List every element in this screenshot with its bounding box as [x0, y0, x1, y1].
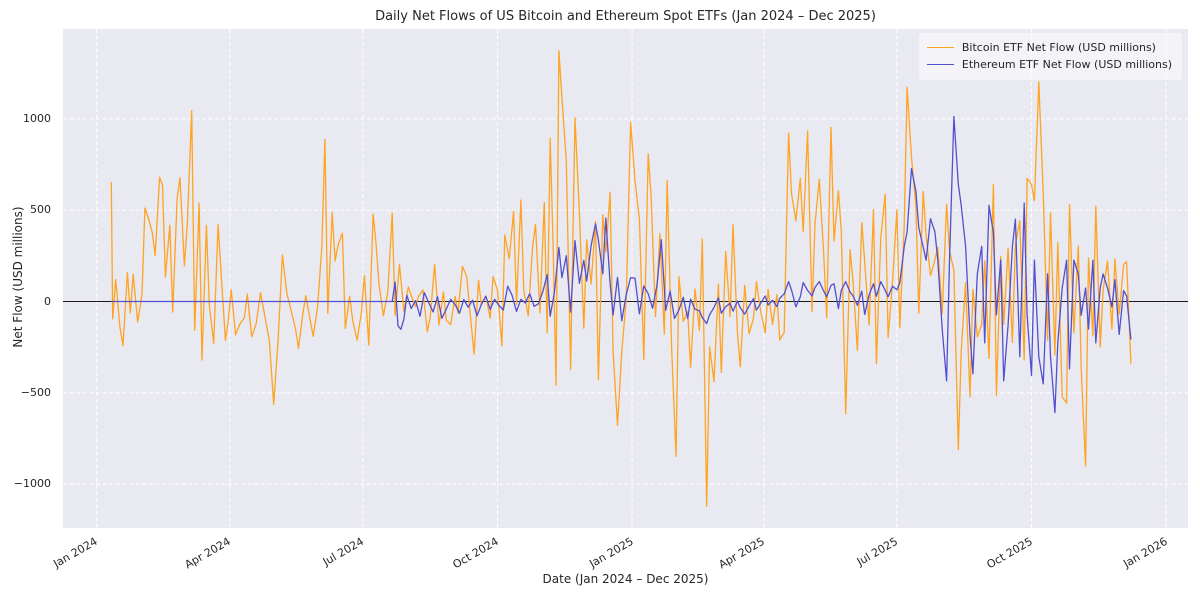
- y-tick-label: −500: [20, 385, 51, 399]
- gridlines: [63, 29, 1188, 528]
- legend-label-ethereum: Ethereum ETF Net Flow (USD millions): [961, 58, 1172, 71]
- x-axis-label: Date (Jan 2024 – Dec 2025): [542, 572, 709, 586]
- x-tick-label: Jul 2025: [854, 534, 901, 569]
- legend-label-bitcoin: Bitcoin ETF Net Flow (USD millions): [961, 41, 1156, 54]
- y-axis-ticks: 1000 500 0 −500 −1000: [0, 29, 58, 528]
- x-tick-label: Jan 2025: [586, 534, 636, 571]
- y-tick-label: 1000: [23, 111, 51, 125]
- x-tick-label: Jul 2024: [320, 534, 367, 569]
- x-tick-label: Jan 2026: [1120, 534, 1170, 571]
- ethereum-series-line: [111, 115, 1132, 414]
- legend-item-bitcoin: Bitcoin ETF Net Flow (USD millions): [926, 39, 1172, 56]
- y-tick-label: 500: [30, 203, 51, 217]
- y-tick-label: 0: [44, 294, 51, 308]
- bitcoin-series-line: [110, 50, 1132, 508]
- x-axis-ticks: Jan 2024 Apr 2024 Jul 2024 Oct 2024 Jan 2025…: [51, 531, 1188, 573]
- bitcoin-line-swatch: [926, 47, 954, 48]
- x-tick-label: Jan 2024: [51, 534, 100, 571]
- chart-canvas: [63, 29, 1188, 528]
- chart-title: Daily Net Flows of US Bitcoin and Ethere…: [375, 9, 876, 24]
- y-tick-label: −1000: [13, 477, 51, 491]
- ethereum-line-swatch: [926, 64, 954, 65]
- x-tick-label: Oct 2024: [450, 534, 501, 572]
- x-tick-label: Apr 2025: [716, 534, 767, 572]
- x-tick-label: Oct 2025: [984, 534, 1035, 572]
- series-lines: [110, 50, 1132, 508]
- legend: Bitcoin ETF Net Flow (USD millions) Ethe…: [918, 33, 1182, 80]
- legend-item-ethereum: Ethereum ETF Net Flow (USD millions): [926, 56, 1172, 73]
- plot-area: Bitcoin ETF Net Flow (USD millions) Ethe…: [63, 29, 1188, 528]
- x-tick-label: Apr 2024: [182, 534, 234, 572]
